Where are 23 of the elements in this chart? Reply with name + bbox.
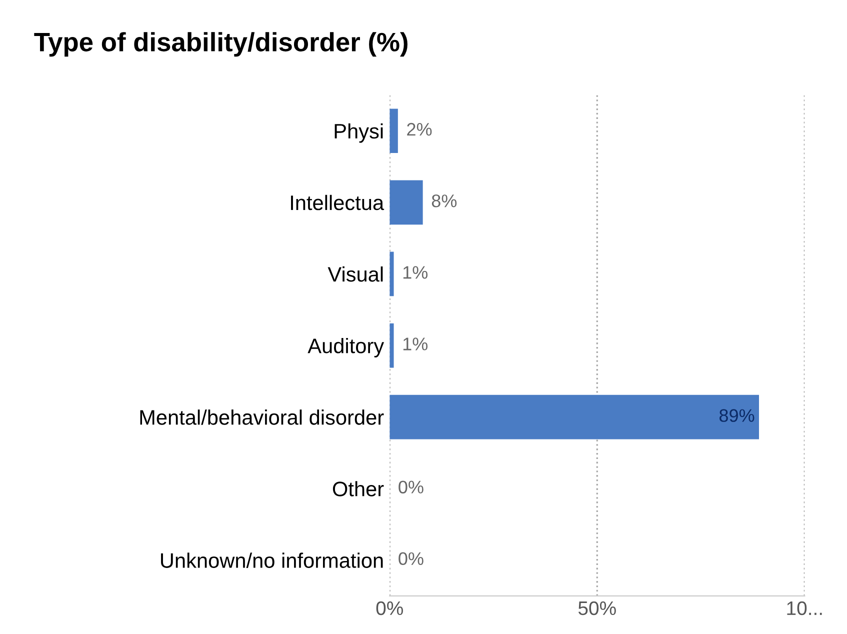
bar [390,323,394,368]
y-tick-label: Other [332,481,384,496]
bar [390,108,398,154]
x-tick-label: 10... [787,601,822,616]
y-tick-label: Mental/behavioral disorder [140,410,384,425]
bar [390,252,394,296]
chart-title: Type of disability/disorder (%) [34,32,408,57]
data-label: 1% [403,338,428,350]
y-tick-label: Visual [328,266,383,282]
y-tick-label: Physi [334,123,383,143]
data-label: 0% [398,552,424,566]
data-label: 8% [432,194,457,208]
y-tick-label: Auditory [308,338,384,358]
bar [390,394,759,440]
y-tick-label: Unknown/no information [161,552,383,568]
data-label: 1% [403,266,428,279]
data-label: 2% [407,122,432,136]
x-tick-label: 0% [376,601,403,616]
data-label: 0% [398,480,424,494]
data-label: 89% [719,409,754,422]
bar [390,180,423,225]
y-tick-label: Intellectua [291,194,384,210]
x-tick-label: 50% [578,601,616,616]
